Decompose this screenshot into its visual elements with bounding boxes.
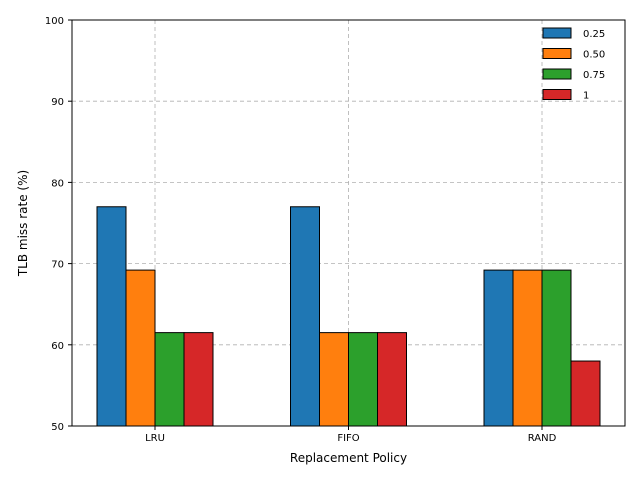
bar-rand-0.25 bbox=[483, 269, 514, 427]
x-tick-label: FIFO bbox=[337, 433, 359, 444]
bar-fifo-0.75 bbox=[348, 332, 378, 427]
legend-label: 0.75 bbox=[583, 70, 605, 81]
y-axis-label: TLB miss rate (%) bbox=[16, 170, 30, 277]
bar-rand-1 bbox=[570, 360, 601, 427]
bar-rand-0.75 bbox=[541, 269, 572, 427]
bar-lru-0.25 bbox=[96, 206, 127, 427]
axis-ticks: 50 60 70 80 90 100 LRU FIFO RAND bbox=[45, 16, 557, 444]
legend-swatch bbox=[542, 89, 572, 100]
bar-fifo-0.50 bbox=[319, 332, 349, 427]
legend-swatch bbox=[542, 48, 572, 59]
x-axis-label: Replacement Policy bbox=[290, 451, 407, 465]
bars bbox=[96, 206, 601, 427]
y-tick-label: 60 bbox=[51, 341, 64, 352]
y-tick-label: 80 bbox=[51, 178, 64, 189]
y-tick-label: 90 bbox=[51, 97, 64, 108]
bar-rand-0.50 bbox=[512, 269, 543, 427]
legend-label: 0.25 bbox=[583, 29, 605, 40]
legend-swatch bbox=[542, 27, 572, 39]
bar-fifo-1 bbox=[377, 332, 407, 427]
bar-fifo-0.25 bbox=[290, 206, 320, 427]
legend-swatch bbox=[542, 68, 572, 80]
y-tick-label: 100 bbox=[45, 16, 64, 27]
bar-lru-1 bbox=[183, 332, 214, 427]
legend: 0.25 0.50 0.75 1 bbox=[542, 27, 605, 102]
bar-lru-0.50 bbox=[125, 269, 156, 427]
x-tick-label: RAND bbox=[528, 433, 557, 444]
legend-label: 0.50 bbox=[583, 50, 605, 61]
legend-label: 1 bbox=[583, 91, 589, 102]
y-tick-label: 70 bbox=[51, 260, 64, 271]
bar-lru-0.75 bbox=[154, 332, 185, 427]
x-tick-label: LRU bbox=[145, 433, 165, 444]
y-tick-label: 50 bbox=[51, 422, 64, 433]
